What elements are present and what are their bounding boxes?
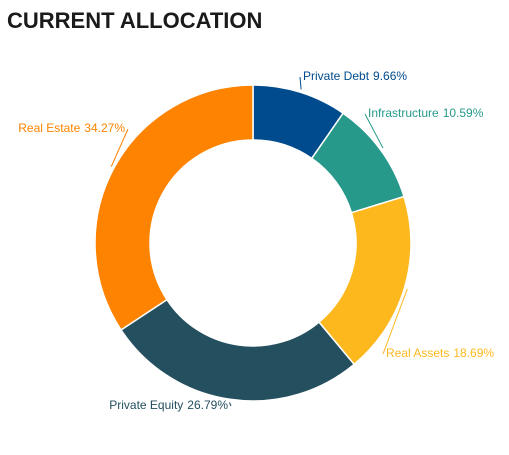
- slice-label-name: Real Assets: [386, 346, 449, 360]
- slice-label-name: Private Debt: [303, 69, 370, 83]
- slice-label: Real Estate 34.27%: [18, 121, 125, 135]
- leader-line: [382, 288, 408, 355]
- leader-line: [299, 76, 302, 90]
- slice-label-value: 26.79%: [187, 398, 228, 412]
- slice-label-value: 9.66%: [373, 69, 407, 83]
- slice-label-value: 34.27%: [84, 121, 125, 135]
- leader-line: [364, 113, 384, 149]
- slice-label: Real Assets 18.69%: [386, 346, 494, 360]
- slice-label: Private Equity 26.79%: [109, 398, 228, 412]
- slice-label-name: Real Estate: [18, 121, 80, 135]
- slice-label-value: 10.59%: [443, 106, 484, 120]
- slice-label: Infrastructure 10.59%: [368, 106, 484, 120]
- donut-slice: [120, 298, 356, 402]
- chart-title: CURRENT ALLOCATION: [7, 8, 262, 33]
- donut-slice: [94, 84, 254, 331]
- slice-label-value: 18.69%: [453, 346, 494, 360]
- leader-line: [229, 402, 232, 407]
- slice-label-name: Private Equity: [109, 398, 183, 412]
- slice-label-name: Infrastructure: [368, 106, 439, 120]
- slice-label: Private Debt 9.66%: [303, 69, 407, 83]
- leader-line: [110, 128, 129, 167]
